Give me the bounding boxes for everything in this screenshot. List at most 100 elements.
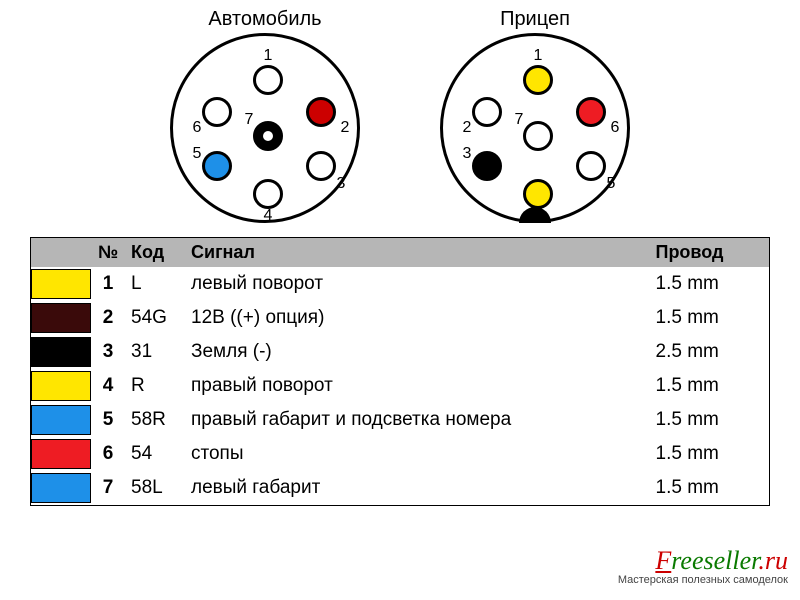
th-color [31, 238, 92, 268]
num-cell: 5 [91, 403, 125, 437]
color-cell [31, 301, 92, 335]
color-swatch [31, 371, 91, 401]
color-cell [31, 267, 92, 301]
pin-label-7: 7 [515, 111, 524, 129]
th-signal: Сигнал [185, 238, 650, 268]
color-swatch [31, 303, 91, 333]
pin-4 [253, 179, 283, 209]
table-row: 558Rправый габарит и подсветка номера1.5… [31, 403, 770, 437]
signal-cell: правый габарит и подсветка номера [185, 403, 650, 437]
watermark-sub: Мастерская полезных самоделок [618, 574, 788, 586]
num-cell: 4 [91, 369, 125, 403]
pin-2 [306, 97, 336, 127]
num-cell: 7 [91, 471, 125, 506]
code-cell: 54G [125, 301, 185, 335]
signal-cell: левый габарит [185, 471, 650, 506]
pin-label-4: 4 [264, 207, 273, 225]
table-row: 758Lлевый габарит1.5 mm [31, 471, 770, 506]
code-cell: 31 [125, 335, 185, 369]
num-cell: 3 [91, 335, 125, 369]
code-cell: L [125, 267, 185, 301]
watermark-main: Freeseller.ru [618, 548, 788, 574]
pin-label-1: 1 [534, 47, 543, 65]
code-cell: 58R [125, 403, 185, 437]
pin-label-3: 3 [337, 175, 346, 193]
table-row: 654стопы1.5 mm [31, 437, 770, 471]
watermark: Freeseller.ru Мастерская полезных самоде… [618, 548, 788, 586]
signal-cell: левый поворот [185, 267, 650, 301]
pin-6 [202, 97, 232, 127]
connector-left: 1 2 3 4 5 6 7 [170, 33, 360, 223]
signal-cell: 12В ((+) опция) [185, 301, 650, 335]
wire-cell: 1.5 mm [650, 437, 770, 471]
pin-label-4: 4 [534, 207, 543, 225]
pin-label-5: 5 [193, 145, 202, 163]
connector-right-block: Прицеп 1 2 3 4 5 6 7 [440, 8, 630, 223]
pin-label-7: 7 [245, 111, 254, 129]
color-swatch [31, 269, 91, 299]
pin-4 [523, 179, 553, 209]
signal-cell: Земля (-) [185, 335, 650, 369]
pin-label-3: 3 [463, 145, 472, 163]
pin-center-hole [263, 131, 273, 141]
th-code: Код [125, 238, 185, 268]
wire-cell: 1.5 mm [650, 369, 770, 403]
table-header-row: № Код Сигнал Провод [31, 238, 770, 268]
pin-5 [202, 151, 232, 181]
pinout-table: № Код Сигнал Провод 1Lлевый поворот1.5 m… [30, 237, 770, 506]
wire-cell: 2.5 mm [650, 335, 770, 369]
pin-1 [523, 65, 553, 95]
pin-2 [472, 97, 502, 127]
color-cell [31, 471, 92, 506]
table-row: 1Lлевый поворот1.5 mm [31, 267, 770, 301]
connector-left-title: Автомобиль [208, 8, 321, 31]
pin-3 [306, 151, 336, 181]
code-cell: 54 [125, 437, 185, 471]
signal-cell: правый поворот [185, 369, 650, 403]
color-cell [31, 437, 92, 471]
table-body: 1Lлевый поворот1.5 mm254G12В ((+) опция)… [31, 267, 770, 506]
wire-cell: 1.5 mm [650, 403, 770, 437]
color-swatch [31, 405, 91, 435]
code-cell: R [125, 369, 185, 403]
pin-label-1: 1 [264, 47, 273, 65]
wire-cell: 1.5 mm [650, 267, 770, 301]
watermark-dom: .ru [758, 546, 788, 575]
table-row: 4Rправый поворот1.5 mm [31, 369, 770, 403]
wire-cell: 1.5 mm [650, 301, 770, 335]
watermark-f: F [655, 546, 671, 575]
pin-7 [523, 121, 553, 151]
pin-label-5: 5 [607, 175, 616, 193]
pin-label-6: 6 [611, 119, 620, 137]
pin-3 [472, 151, 502, 181]
connector-right: 1 2 3 4 5 6 7 [440, 33, 630, 223]
pin-6 [576, 97, 606, 127]
num-cell: 6 [91, 437, 125, 471]
color-swatch [31, 473, 91, 503]
signal-cell: стопы [185, 437, 650, 471]
num-cell: 2 [91, 301, 125, 335]
connector-diagrams: Автомобиль 1 2 3 4 5 6 7 Прицеп 1 2 3 4 5 6 7 [0, 0, 800, 223]
pin-label-6: 6 [193, 119, 202, 137]
watermark-rest: reeseller [671, 546, 758, 575]
table-row: 254G12В ((+) опция)1.5 mm [31, 301, 770, 335]
code-cell: 58L [125, 471, 185, 506]
table-row: 331Земля (-)2.5 mm [31, 335, 770, 369]
th-num: № [91, 238, 125, 268]
color-swatch [31, 337, 91, 367]
pin-5 [576, 151, 606, 181]
color-cell [31, 335, 92, 369]
pin-label-2: 2 [341, 119, 350, 137]
connector-left-block: Автомобиль 1 2 3 4 5 6 7 [170, 8, 360, 223]
connector-right-title: Прицеп [500, 8, 570, 31]
wire-cell: 1.5 mm [650, 471, 770, 506]
pin-1 [253, 65, 283, 95]
pin-7 [253, 121, 283, 151]
num-cell: 1 [91, 267, 125, 301]
pinout-table-wrap: № Код Сигнал Провод 1Lлевый поворот1.5 m… [0, 237, 800, 506]
color-cell [31, 369, 92, 403]
color-swatch [31, 439, 91, 469]
pin-label-2: 2 [463, 119, 472, 137]
color-cell [31, 403, 92, 437]
th-wire: Провод [650, 238, 770, 268]
